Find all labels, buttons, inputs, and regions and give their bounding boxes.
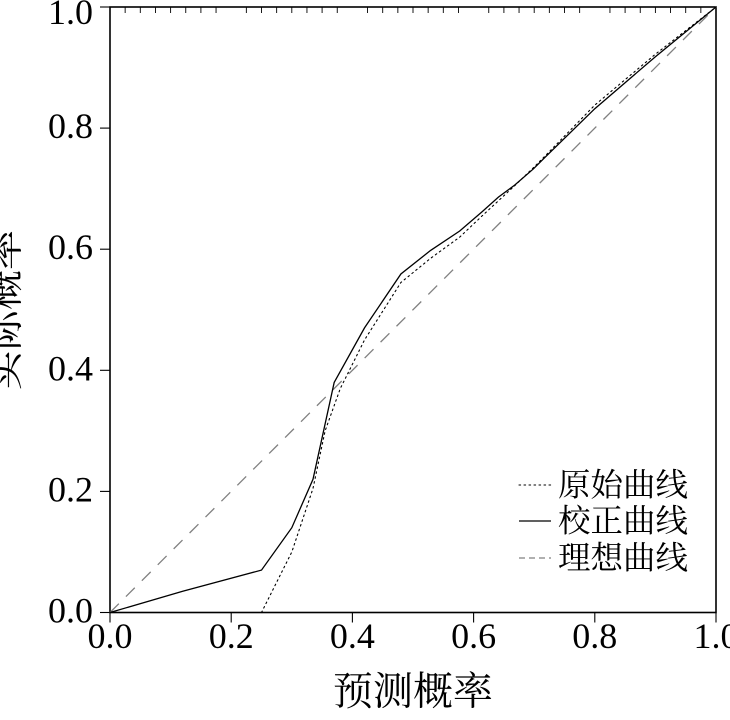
- svg-text:校正曲线: 校正曲线: [558, 504, 688, 540]
- svg-text:0.8: 0.8: [572, 616, 617, 656]
- svg-text:1.0: 1.0: [694, 616, 730, 656]
- svg-text:0.8: 0.8: [48, 106, 93, 146]
- svg-text:0.2: 0.2: [209, 616, 254, 656]
- svg-text:理想曲线: 理想曲线: [558, 541, 688, 577]
- svg-text:0.4: 0.4: [48, 348, 93, 388]
- svg-text:原始曲线: 原始曲线: [558, 468, 688, 504]
- svg-text:实际概率: 实际概率: [0, 230, 27, 390]
- svg-text:1.0: 1.0: [48, 0, 93, 32]
- svg-text:预测概率: 预测概率: [333, 669, 493, 714]
- svg-text:0.6: 0.6: [48, 227, 93, 267]
- svg-text:0.6: 0.6: [451, 616, 496, 656]
- svg-text:0.4: 0.4: [330, 616, 375, 656]
- svg-text:0.0: 0.0: [88, 616, 133, 656]
- svg-text:0.2: 0.2: [48, 469, 93, 509]
- svg-text:0.0: 0.0: [48, 591, 93, 631]
